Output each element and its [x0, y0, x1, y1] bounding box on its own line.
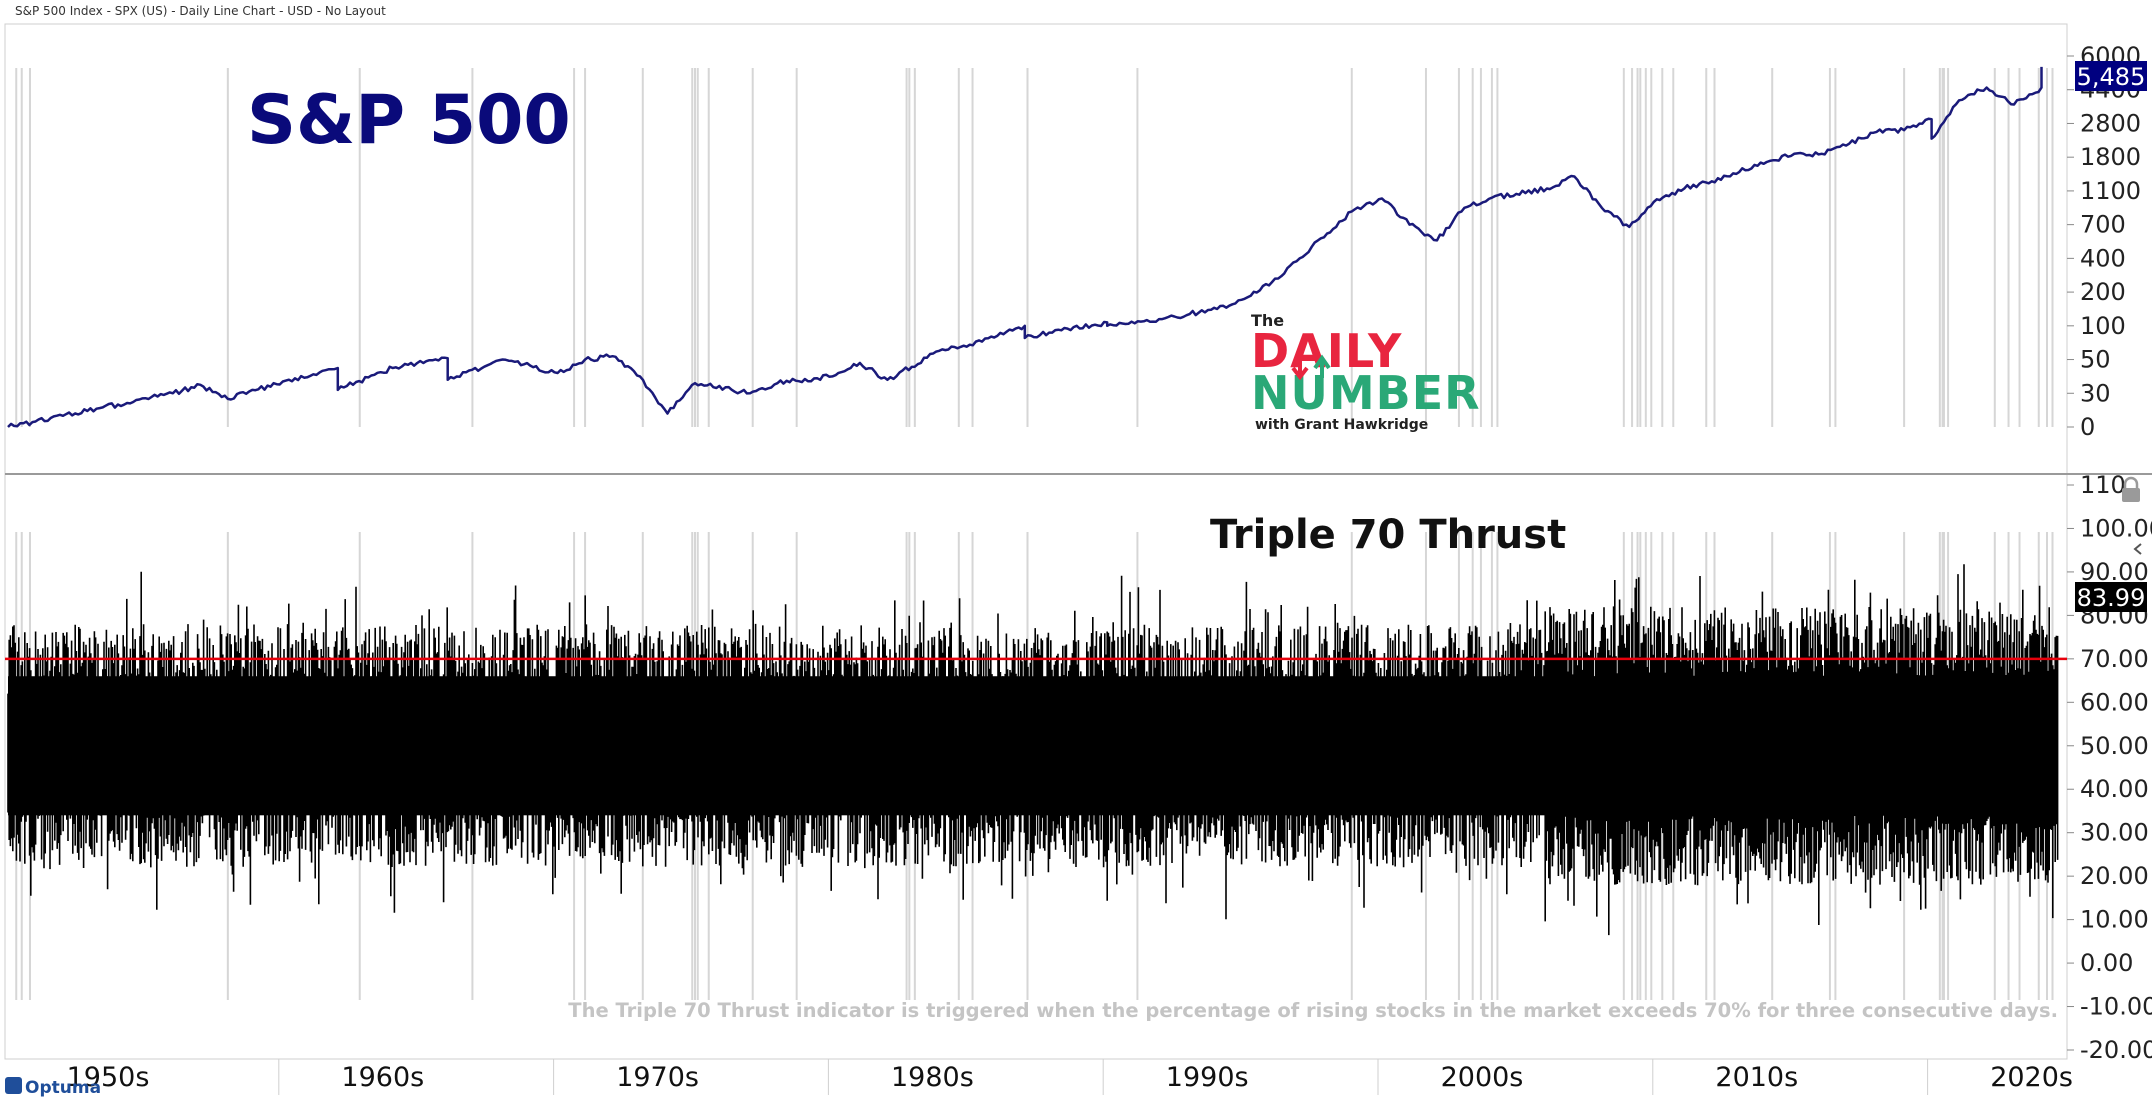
indicator-y-tick-label: 30.00: [2080, 819, 2149, 847]
indicator-y-tick-label: -10.00: [2080, 993, 2152, 1021]
indicator-y-tick-label: 100.00: [2080, 514, 2152, 542]
x-tick-label: 1950s: [67, 1062, 150, 1093]
price-y-tick-label: 200: [2080, 278, 2126, 306]
collapse-arrow-icon[interactable]: [2133, 543, 2142, 555]
indicator-y-tick-label: 0.00: [2080, 949, 2133, 977]
indicator-y-tick-label: -20.00: [2080, 1036, 2152, 1064]
logo-up-arrow-icon: [1313, 354, 1331, 378]
price-y-tick-label: 2800: [2080, 109, 2141, 137]
x-tick-label: 1980s: [891, 1062, 974, 1093]
indicator-last-value: 83.99: [2077, 584, 2146, 612]
price-y-tick-label: 700: [2080, 211, 2126, 239]
price-y-tick-label: 0: [2080, 413, 2095, 441]
x-tick-label: 1960s: [341, 1062, 424, 1093]
x-tick-label: 2010s: [1715, 1062, 1798, 1093]
price-y-tick-label: 30: [2080, 379, 2111, 407]
x-tick-label: 2020s: [1990, 1062, 2073, 1093]
indicator-band-bars: [7, 564, 2059, 936]
price-y-tick-label: 1100: [2080, 177, 2141, 205]
optuma-icon: [5, 1077, 22, 1094]
indicator-y-tick-label: 70.00: [2080, 645, 2149, 673]
x-tick-label: 2000s: [1441, 1062, 1524, 1093]
price-last-value-marker: 5,485: [2075, 61, 2147, 91]
indicator-y-tick-label: 110: [2080, 471, 2126, 499]
optuma-label: Optuma: [25, 1078, 101, 1098]
price-chart-title: S&P 500: [247, 81, 571, 160]
logo-daily: DAILY: [1251, 324, 1402, 378]
indicator-y-tick-label: 60.00: [2080, 688, 2149, 716]
indicator-y-tick-label: 90.00: [2080, 558, 2149, 586]
price-y-tick-label: 400: [2080, 244, 2126, 272]
optuma-brand: Optuma: [5, 1077, 101, 1098]
chart-description: S&P 500 Index - SPX (US) - Daily Line Ch…: [15, 4, 386, 18]
sp500-price-line: [7, 66, 2043, 428]
price-y-tick-label: 100: [2080, 312, 2126, 340]
indicator-y-axis: 110100.0090.0080.0070.0060.0050.0040.003…: [2067, 471, 2152, 1064]
price-y-tick-label: 50: [2080, 346, 2111, 374]
indicator-bars: [7, 564, 2059, 936]
logo-down-arrow-icon: [1291, 358, 1309, 381]
x-axis: 1950s 1960s 1970s 1980s 1990s 2000s 2010s 2020s: [5, 1058, 2073, 1095]
indicator-last-value-marker: 83.99: [2075, 582, 2147, 612]
price-y-axis: 0305010020040070011001800280044006000: [2067, 42, 2141, 441]
price-last-value: 5,485: [2077, 63, 2146, 91]
indicator-note: The Triple 70 Thrust indicator is trigge…: [568, 999, 2058, 1022]
logo-number: NUMBER: [1251, 366, 1481, 420]
daily-number-logo: The DAILY NUMBER with Grant Hawkridge: [1251, 311, 1481, 433]
logo-the: The: [1251, 311, 1284, 330]
indicator-y-tick-label: 50.00: [2080, 732, 2149, 760]
x-tick-label: 1970s: [616, 1062, 699, 1093]
indicator-chart-title: Triple 70 Thrust: [1210, 512, 1566, 558]
price-y-tick-label: 1800: [2080, 143, 2141, 171]
logo-byline: with Grant Hawkridge: [1255, 417, 1428, 433]
x-tick-label: 1990s: [1166, 1062, 1249, 1093]
indicator-y-tick-label: 40.00: [2080, 775, 2149, 803]
indicator-y-tick-label: 10.00: [2080, 906, 2149, 934]
indicator-y-tick-label: 20.00: [2080, 862, 2149, 890]
lock-icon[interactable]: [2122, 476, 2140, 502]
